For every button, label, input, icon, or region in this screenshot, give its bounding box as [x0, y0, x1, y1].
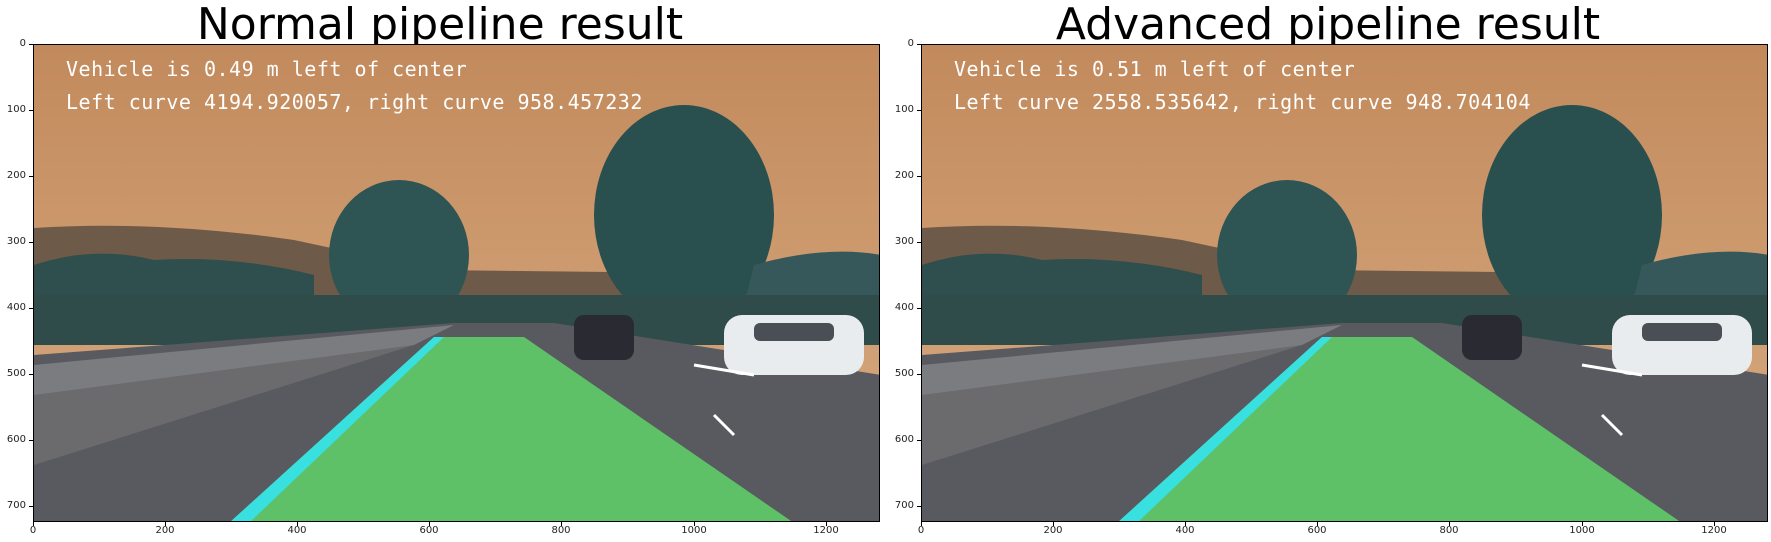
x-tick-label: 1200 [1701, 525, 1727, 536]
y-tick-label: 100 [894, 104, 914, 115]
vehicle-position-text: Vehicle is 0.51 m left of center [954, 57, 1356, 81]
y-tick-label: 200 [6, 170, 26, 181]
x-tick-label: 1200 [813, 525, 839, 536]
x-tick-label: 1000 [1569, 525, 1595, 536]
y-tick-label: 700 [894, 500, 914, 511]
x-tick-label: 0 [917, 525, 925, 536]
x-tick-label: 600 [419, 525, 439, 536]
x-tick-label: 400 [287, 525, 307, 536]
y-tick-label: 700 [6, 500, 26, 511]
x-tick-label: 600 [1307, 525, 1327, 536]
road-scene-image [34, 45, 879, 521]
x-tick-label: 400 [1175, 525, 1195, 536]
y-tick-label: 0 [19, 38, 26, 49]
y-tick-label: 600 [894, 434, 914, 445]
y-tick-label: 200 [894, 170, 914, 181]
x-tick-label: 800 [1439, 525, 1459, 536]
y-tick-label: 400 [894, 302, 914, 313]
x-tick-label: 1000 [681, 525, 707, 536]
panel-title: Normal pipeline result [196, 0, 684, 50]
x-tick-label: 200 [155, 525, 175, 536]
y-tick-label: 400 [6, 302, 26, 313]
y-tick-label: 100 [6, 104, 26, 115]
panel-title: Advanced pipeline result [1055, 0, 1601, 50]
image-axes [921, 44, 1768, 522]
y-tick-label: 500 [894, 368, 914, 379]
y-tick-label: 0 [907, 38, 914, 49]
curve-radius-text: Left curve 2558.535642, right curve 948.… [954, 90, 1531, 114]
y-tick-label: 300 [894, 236, 914, 247]
x-tick-label: 200 [1043, 525, 1063, 536]
road-scene-image [922, 45, 1767, 521]
x-tick-label: 0 [29, 525, 37, 536]
panel-normal: Normal pipeline result [0, 0, 880, 542]
image-axes [33, 44, 880, 522]
vehicle-position-text: Vehicle is 0.49 m left of center [66, 57, 468, 81]
y-tick-label: 600 [6, 434, 26, 445]
panel-advanced: Advanced pipeline result [888, 0, 1768, 542]
y-tick-label: 300 [6, 236, 26, 247]
y-tick-label: 500 [6, 368, 26, 379]
x-tick-label: 800 [551, 525, 571, 536]
curve-radius-text: Left curve 4194.920057, right curve 958.… [66, 90, 643, 114]
